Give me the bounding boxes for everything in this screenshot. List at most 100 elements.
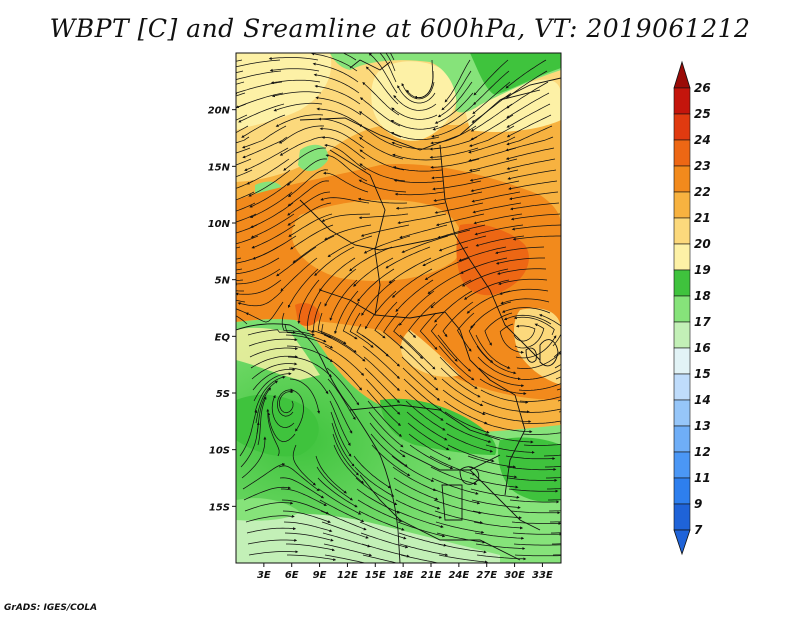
- streamline: [283, 147, 326, 171]
- x-tick-label: 9E: [313, 570, 327, 581]
- streamline: [398, 290, 435, 326]
- streamline: [432, 103, 475, 131]
- streamline: [236, 308, 247, 314]
- streamline: [360, 224, 410, 237]
- colorbar-box: [673, 451, 691, 479]
- colorbar-bottom-arrow: [673, 529, 691, 556]
- streamline: [393, 94, 437, 111]
- streamline: [254, 375, 286, 413]
- colorbar-label: 13: [694, 419, 711, 433]
- streamline: [473, 521, 524, 530]
- streamline: [429, 455, 476, 476]
- streamline: [484, 433, 534, 444]
- streamline: [320, 510, 367, 531]
- streamline: [445, 422, 492, 443]
- streamline: [408, 433, 452, 460]
- streamline: [515, 335, 557, 359]
- streamline: [236, 70, 282, 81]
- streamline: [287, 202, 332, 226]
- streamline: [360, 532, 409, 549]
- streamline: [267, 412, 296, 443]
- streamline: [557, 399, 561, 402]
- streamline: [314, 246, 355, 277]
- streamline: [369, 422, 406, 458]
- streamline: [357, 197, 408, 204]
- streamline: [327, 378, 356, 420]
- streamline: [399, 224, 448, 239]
- streamline: [245, 301, 284, 323]
- streamline: [507, 477, 558, 482]
- streamline: [511, 224, 561, 231]
- streamline: [442, 301, 474, 338]
- streamline: [236, 81, 283, 95]
- streamline: [471, 92, 512, 123]
- colorbar-box: [673, 295, 691, 323]
- streamline: [509, 499, 560, 504]
- colorbar-label: 11: [694, 471, 711, 485]
- y-tick-label: 5S: [216, 389, 230, 400]
- streamline: [290, 224, 334, 250]
- x-tick-label: 33E: [532, 570, 553, 581]
- streamline: [432, 488, 481, 505]
- streamline: [431, 169, 481, 180]
- streamline: [468, 147, 517, 162]
- streamline: [478, 367, 525, 388]
- colorbar-box: [673, 347, 691, 375]
- colorbar-label: 26: [694, 81, 711, 95]
- streamline: [468, 466, 518, 479]
- streamline: [321, 323, 357, 353]
- streamline: [513, 543, 561, 547]
- streamline: [323, 543, 373, 557]
- streamline: [508, 488, 559, 493]
- streamline: [443, 400, 488, 425]
- map-frame: [235, 52, 562, 564]
- streamline: [273, 102, 323, 112]
- streamline: [476, 345, 517, 375]
- streamline: [251, 224, 296, 249]
- streamline: [392, 166, 443, 172]
- streamline: [419, 312, 438, 351]
- streamline: [248, 550, 299, 556]
- streamline: [424, 257, 470, 280]
- streamline: [278, 125, 325, 144]
- streamline: [353, 455, 392, 489]
- streamline: [249, 180, 292, 208]
- streamline: [271, 394, 295, 428]
- streamline: [471, 499, 521, 509]
- streamline: [240, 421, 260, 468]
- streamline: [431, 114, 476, 138]
- streamline: [444, 59, 471, 103]
- streamline: [498, 278, 548, 286]
- streamline: [436, 532, 486, 544]
- streamline: [505, 147, 555, 160]
- streamline: [390, 119, 439, 130]
- streamline: [319, 127, 365, 149]
- streamline: [282, 510, 331, 523]
- streamline: [438, 345, 475, 381]
- streamline: [236, 299, 246, 303]
- streamline: [409, 444, 454, 470]
- streamline: [403, 378, 442, 411]
- colorbar-label: 19: [694, 263, 711, 277]
- streamline: [470, 114, 514, 141]
- streamline: [236, 92, 246, 97]
- streamline: [325, 154, 368, 182]
- streamline: [241, 114, 286, 138]
- streamline: [408, 301, 436, 338]
- y-tick-label: 10S: [209, 446, 230, 457]
- streamline: [514, 554, 561, 557]
- streamline: [437, 224, 486, 239]
- streamline: [287, 268, 319, 309]
- streamline: [286, 543, 335, 552]
- streamline: [250, 213, 295, 238]
- streamline: [236, 257, 242, 260]
- streamline: [391, 141, 441, 150]
- y-tick-label: 15N: [208, 162, 231, 173]
- streamline: [505, 59, 547, 89]
- streamline: [510, 510, 561, 515]
- streamline: [286, 345, 333, 363]
- streamline: [511, 521, 561, 525]
- streamline: [437, 81, 473, 118]
- streamline: [358, 510, 405, 531]
- streamline: [236, 224, 258, 234]
